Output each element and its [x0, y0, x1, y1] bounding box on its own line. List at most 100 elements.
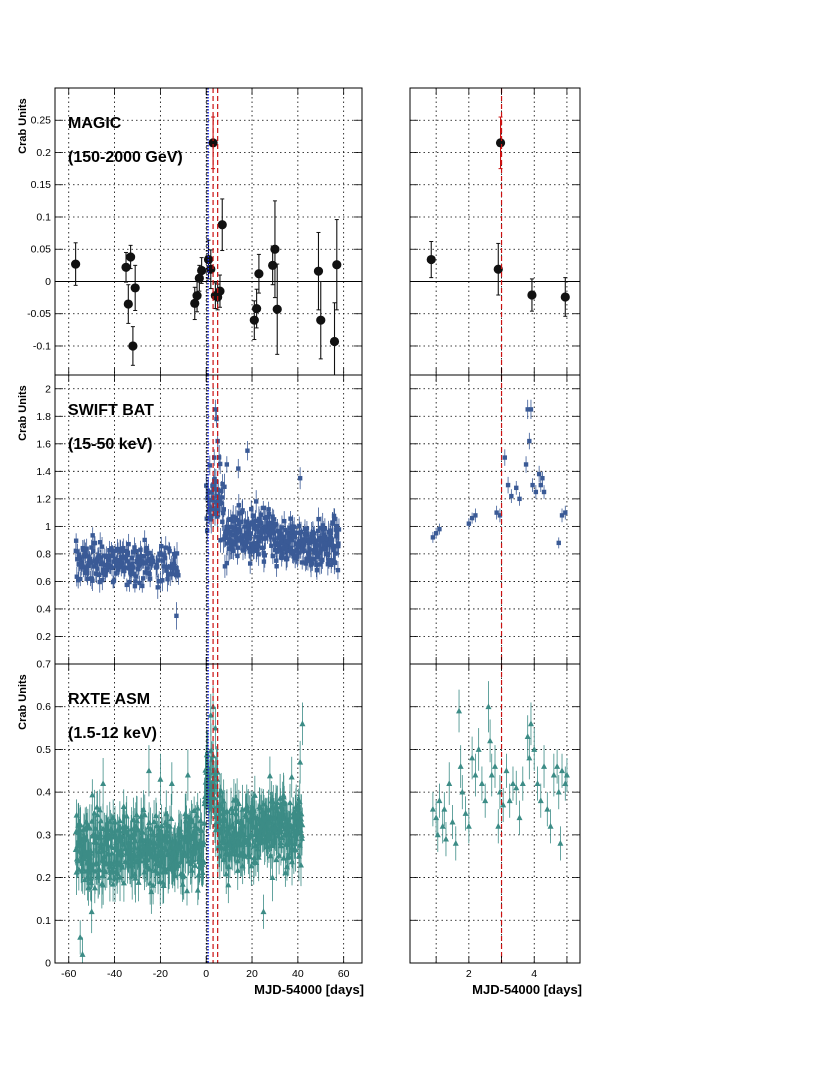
data-point-square — [315, 528, 321, 534]
data-point-square — [141, 554, 147, 559]
data-point-square — [147, 576, 153, 581]
data-point-triangle — [298, 810, 305, 817]
data-point-circle — [426, 254, 436, 265]
data-point-square — [327, 540, 333, 546]
data-point-square — [109, 546, 114, 551]
data-point-square — [95, 556, 101, 561]
data-point-square — [237, 511, 243, 516]
data-point-square — [111, 553, 116, 558]
data-point-square — [88, 560, 94, 565]
data-point-square — [211, 483, 216, 488]
data-point-square — [266, 511, 272, 517]
data-point-square — [90, 578, 95, 583]
data-point-triangle — [299, 821, 306, 828]
data-point-square — [234, 536, 239, 541]
data-point-square — [322, 526, 328, 531]
data-point-triangle — [235, 800, 242, 807]
data-point-square — [336, 527, 342, 532]
data-point-triangle — [559, 767, 566, 774]
data-point-square — [514, 485, 519, 491]
data-point-square — [127, 579, 132, 585]
data-point-circle — [71, 259, 81, 269]
x-tick-label: -40 — [107, 968, 122, 980]
data-point-square — [111, 559, 117, 564]
data-point-square — [83, 550, 88, 556]
data-point-triangle — [266, 772, 273, 779]
data-point-square — [160, 558, 165, 563]
data-point-square — [222, 564, 228, 569]
data-point-triangle — [194, 804, 201, 811]
data-point-square — [229, 542, 234, 548]
data-point-square — [255, 544, 261, 549]
data-point-triangle — [295, 852, 302, 859]
data-point-square — [171, 561, 177, 567]
data-point-triangle — [297, 861, 304, 868]
data-point-triangle — [557, 840, 564, 846]
data-point-triangle — [156, 825, 163, 832]
x-tick-label: 40 — [292, 968, 304, 980]
data-point-square — [133, 548, 138, 554]
data-point-square — [96, 553, 102, 558]
data-point-square — [99, 544, 105, 549]
data-point-square — [106, 557, 112, 562]
data-point-square — [139, 554, 144, 559]
data-point-circle — [215, 286, 225, 296]
data-point-square — [255, 534, 260, 539]
data-point-square — [528, 407, 534, 412]
data-point-square — [240, 508, 245, 513]
data-point-triangle — [123, 823, 130, 830]
panel-title-instrument: MAGIC — [68, 115, 122, 132]
y-tick-label: 0 — [45, 276, 51, 288]
data-point-square — [297, 476, 303, 481]
data-point-square — [282, 518, 287, 524]
data-point-square — [173, 565, 178, 571]
data-point-square — [208, 506, 213, 512]
data-point-square — [97, 579, 102, 585]
data-point-square — [73, 538, 79, 543]
data-point-square — [227, 531, 233, 536]
data-point-circle — [270, 244, 280, 254]
data-point-square — [330, 521, 335, 526]
data-point-circle — [272, 304, 282, 314]
data-point-triangle — [269, 874, 276, 881]
data-point-square — [211, 487, 217, 492]
data-point-square — [274, 564, 279, 569]
data-point-square — [329, 537, 335, 542]
data-point-square — [133, 579, 138, 584]
data-point-circle — [252, 303, 262, 314]
data-point-square — [224, 462, 230, 467]
data-point-triangle — [296, 841, 303, 848]
data-point-square — [144, 545, 149, 551]
data-point-circle — [332, 260, 342, 270]
data-point-square — [326, 557, 332, 563]
data-point-square — [103, 572, 108, 578]
data-point-square — [84, 546, 89, 551]
data-point-square — [256, 552, 261, 557]
data-point-square — [165, 577, 170, 582]
data-point-circle — [128, 341, 138, 351]
data-point-triangle — [120, 803, 127, 809]
data-point-square — [232, 542, 238, 547]
panel-asm-main: 0 0.1 0.2 0.3 0.4 0.5 0.6 0.7 -60 -40 -20 0 20 40 60 Cr… — [17, 659, 364, 998]
data-point-square — [317, 562, 323, 567]
data-point-square — [252, 541, 257, 546]
data-point-triangle — [159, 878, 166, 885]
data-point-triangle — [509, 780, 516, 786]
data-point-triangle — [120, 879, 127, 886]
data-point-square — [248, 531, 253, 536]
data-point-square — [97, 572, 102, 578]
data-point-square — [142, 570, 148, 575]
data-point-triangle — [527, 720, 534, 727]
data-point-square — [117, 562, 122, 567]
data-point-square — [125, 550, 131, 555]
data-point-square — [278, 546, 283, 551]
data-point-triangle — [465, 822, 472, 829]
data-point-square — [263, 536, 268, 541]
x-tick-label: 60 — [338, 968, 350, 980]
data-point-square — [269, 524, 275, 530]
data-point-square — [174, 613, 179, 619]
data-point-triangle — [469, 754, 476, 761]
data-point-square — [124, 582, 129, 588]
data-point-square — [261, 559, 267, 564]
data-point-square — [433, 531, 439, 536]
